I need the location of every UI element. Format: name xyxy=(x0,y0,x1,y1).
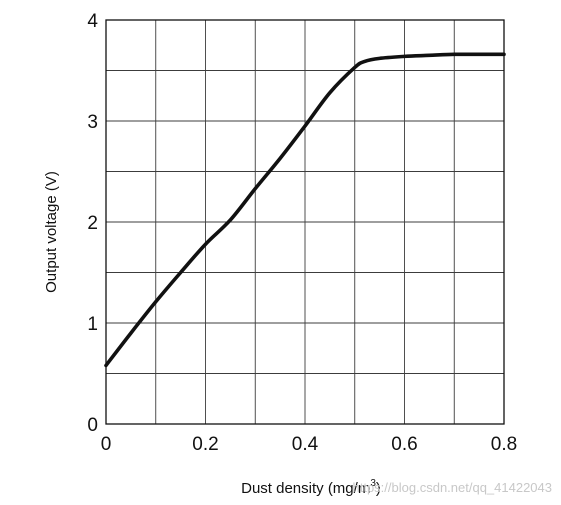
x-axis-title-suffix: ) xyxy=(376,480,381,497)
y-tick-label: 1 xyxy=(87,314,98,335)
y-tick-labels: 0 1 2 3 4 xyxy=(87,11,98,436)
y-tick-label: 0 xyxy=(87,415,98,436)
series-line xyxy=(104,52,506,368)
y-tick-label: 4 xyxy=(87,11,98,32)
grid-lines xyxy=(106,20,504,424)
x-tick-label: 0 xyxy=(101,434,112,455)
x-axis-title-main: Dust density (mg/m xyxy=(241,480,370,497)
y-tick-label: 2 xyxy=(87,213,98,234)
x-tick-labels: 0 0.2 0.4 0.6 0.8 xyxy=(101,434,518,455)
x-tick-label: 0.2 xyxy=(192,434,218,455)
x-axis-title: Dust density (mg/m3) xyxy=(241,478,381,497)
y-axis-title: Output voltage (V) xyxy=(43,171,60,293)
watermark-text: https://blog.csdn.net/qq_41422043 xyxy=(353,480,553,495)
x-tick-label: 0.6 xyxy=(391,434,417,455)
x-axis-title-superscript: 3 xyxy=(370,478,376,489)
plot-frame xyxy=(105,19,505,425)
x-tick-label: 0.8 xyxy=(491,434,517,455)
y-tick-label: 3 xyxy=(87,112,98,133)
x-tick-label: 0.4 xyxy=(292,434,319,455)
series-layer xyxy=(104,52,506,368)
